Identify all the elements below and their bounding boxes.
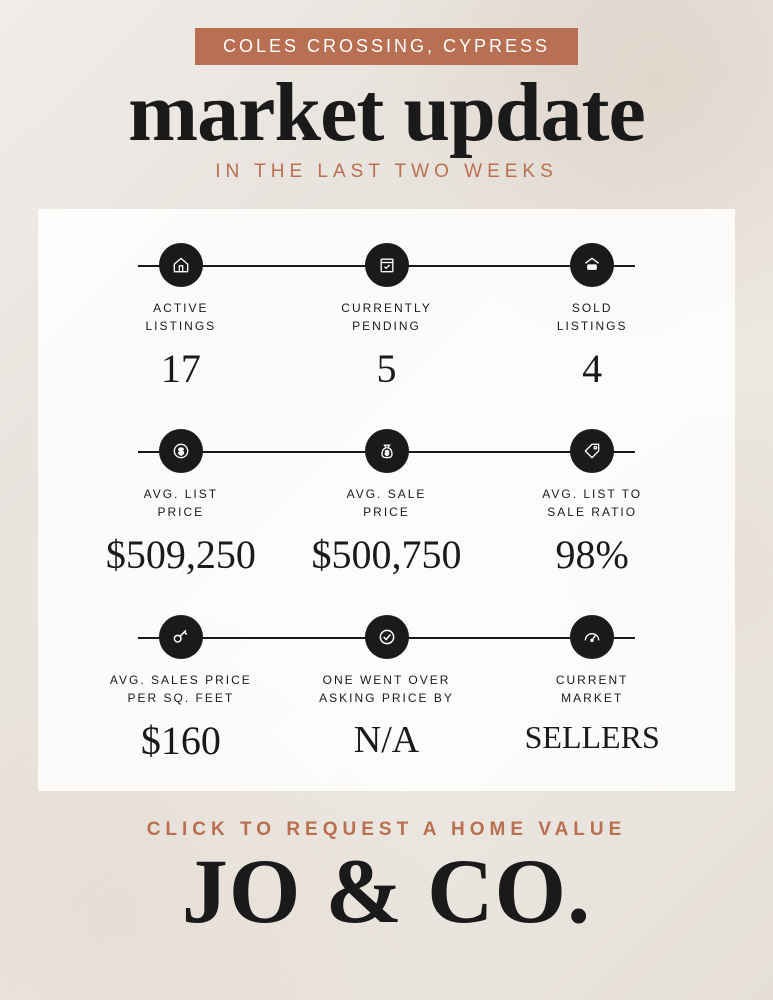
stat-value: $500,750 xyxy=(312,535,462,575)
cta-link[interactable]: CLICK TO REQUEST A HOME VALUE xyxy=(38,819,735,841)
stat-label: AVG. LIST PRICE xyxy=(144,485,218,521)
house-icon xyxy=(159,243,203,287)
headline: market update xyxy=(38,71,735,155)
stat-value: $509,250 xyxy=(106,535,256,575)
stat-label: AVG. LIST TO SALE RATIO xyxy=(542,485,642,521)
stat-value: 17 xyxy=(161,349,201,389)
speedometer-icon xyxy=(570,615,614,659)
key-icon xyxy=(159,615,203,659)
infographic-container: COLES CROSSING, CYPRESS market update IN… xyxy=(0,0,773,957)
svg-text:$: $ xyxy=(178,446,183,456)
subheadline: IN THE LAST TWO WEEKS xyxy=(38,161,735,183)
stat-value: 4 xyxy=(582,349,602,389)
stat-label: ONE WENT OVER ASKING PRICE BY xyxy=(319,671,454,707)
stats-row: $ AVG. LIST PRICE $509,250 $ AVG. SALE P… xyxy=(78,429,695,575)
stat-value: 98% xyxy=(556,535,629,575)
location-tag: COLES CROSSING, CYPRESS xyxy=(195,28,578,65)
stat-label: ACTIVE LISTINGS xyxy=(145,299,216,335)
stat-label: CURRENTLY PENDING xyxy=(341,299,431,335)
stat-label: SOLD LISTINGS xyxy=(557,299,628,335)
stat-over-asking: ONE WENT OVER ASKING PRICE BY N/A xyxy=(284,615,490,761)
stats-row: ACTIVE LISTINGS 17 CURRENTLY PENDING 5 S… xyxy=(78,243,695,389)
stat-avg-sale-price: $ AVG. SALE PRICE $500,750 xyxy=(284,429,490,575)
sold-sign-icon: SOLD xyxy=(570,243,614,287)
stat-value: N/A xyxy=(354,721,419,759)
stat-price-per-sqft: AVG. SALES PRICE PER SQ. FEET $160 xyxy=(78,615,284,761)
brand-logo: JO & CO. xyxy=(38,845,735,937)
stats-panel: ACTIVE LISTINGS 17 CURRENTLY PENDING 5 S… xyxy=(38,209,735,791)
stat-current-market: CURRENT MARKET SELLERS xyxy=(489,615,695,761)
stat-avg-list-price: $ AVG. LIST PRICE $509,250 xyxy=(78,429,284,575)
dollar-circle-icon: $ xyxy=(159,429,203,473)
svg-text:$: $ xyxy=(385,450,389,457)
stat-active-listings: ACTIVE LISTINGS 17 xyxy=(78,243,284,389)
check-circle-icon xyxy=(365,615,409,659)
stat-sold-listings: SOLD SOLD LISTINGS 4 xyxy=(489,243,695,389)
money-bag-icon: $ xyxy=(365,429,409,473)
stat-label: AVG. SALES PRICE PER SQ. FEET xyxy=(110,671,252,707)
stat-label: AVG. SALE PRICE xyxy=(347,485,427,521)
stat-currently-pending: CURRENTLY PENDING 5 xyxy=(284,243,490,389)
calendar-icon xyxy=(365,243,409,287)
stat-value: SELLERS xyxy=(525,721,660,753)
stat-list-sale-ratio: AVG. LIST TO SALE RATIO 98% xyxy=(489,429,695,575)
stat-value: $160 xyxy=(141,721,221,761)
price-tag-icon xyxy=(570,429,614,473)
svg-text:SOLD: SOLD xyxy=(588,265,596,269)
stats-row: AVG. SALES PRICE PER SQ. FEET $160 ONE W… xyxy=(78,615,695,761)
stat-label: CURRENT MARKET xyxy=(556,671,629,707)
stat-value: 5 xyxy=(377,349,397,389)
